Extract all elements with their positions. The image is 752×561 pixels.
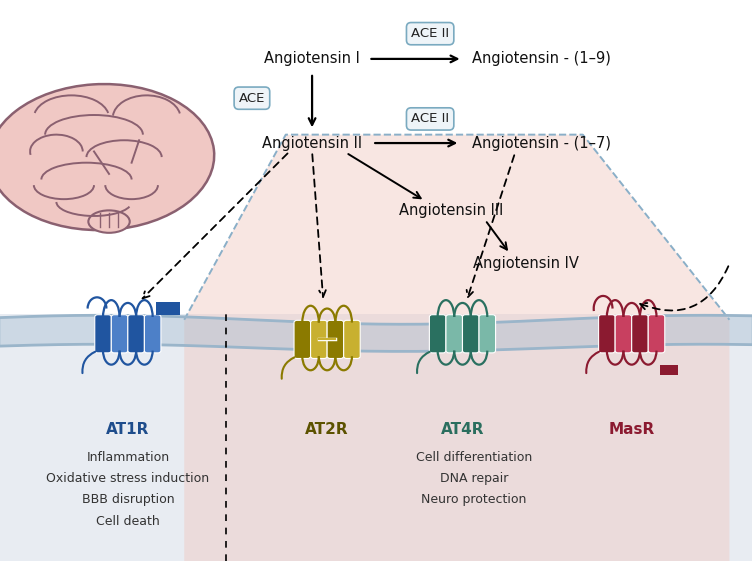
FancyBboxPatch shape xyxy=(156,302,180,315)
Text: Angiotensin III: Angiotensin III xyxy=(399,203,503,218)
FancyBboxPatch shape xyxy=(479,315,496,353)
Polygon shape xyxy=(184,135,729,561)
FancyBboxPatch shape xyxy=(128,315,144,353)
Text: MasR: MasR xyxy=(608,422,655,436)
FancyBboxPatch shape xyxy=(462,315,479,353)
FancyBboxPatch shape xyxy=(294,320,311,358)
Text: AT1R: AT1R xyxy=(106,422,150,436)
FancyBboxPatch shape xyxy=(327,320,344,358)
Text: Angiotensin - (1–7): Angiotensin - (1–7) xyxy=(472,136,611,150)
Text: AT4R: AT4R xyxy=(441,422,484,436)
Text: Cell death: Cell death xyxy=(96,514,159,528)
Text: Angiotensin IV: Angiotensin IV xyxy=(474,256,579,271)
FancyBboxPatch shape xyxy=(95,315,111,353)
Text: Oxidative stress induction: Oxidative stress induction xyxy=(47,472,209,485)
Text: ACE II: ACE II xyxy=(411,27,449,40)
FancyBboxPatch shape xyxy=(311,320,327,358)
FancyBboxPatch shape xyxy=(599,315,615,353)
Text: Angiotensin II: Angiotensin II xyxy=(262,136,362,150)
FancyBboxPatch shape xyxy=(144,315,161,353)
FancyBboxPatch shape xyxy=(344,320,360,358)
Text: BBB disruption: BBB disruption xyxy=(81,493,174,507)
Text: ACE: ACE xyxy=(238,91,265,105)
FancyBboxPatch shape xyxy=(660,365,678,375)
Text: AT2R: AT2R xyxy=(305,422,349,436)
FancyBboxPatch shape xyxy=(648,315,665,353)
FancyBboxPatch shape xyxy=(632,315,648,353)
Bar xyxy=(0,314,752,561)
Text: Neuro protection: Neuro protection xyxy=(421,493,526,507)
Text: DNA repair: DNA repair xyxy=(440,472,508,485)
FancyBboxPatch shape xyxy=(429,315,446,353)
Text: Angiotensin - (1–9): Angiotensin - (1–9) xyxy=(472,52,611,66)
Text: Cell differentiation: Cell differentiation xyxy=(416,450,532,464)
FancyBboxPatch shape xyxy=(111,315,128,353)
Ellipse shape xyxy=(0,84,214,230)
Text: Inflammation: Inflammation xyxy=(86,450,169,464)
Ellipse shape xyxy=(89,210,130,233)
Text: Angiotensin I: Angiotensin I xyxy=(264,52,360,66)
FancyBboxPatch shape xyxy=(615,315,632,353)
FancyBboxPatch shape xyxy=(446,315,462,353)
Text: ACE II: ACE II xyxy=(411,112,449,126)
